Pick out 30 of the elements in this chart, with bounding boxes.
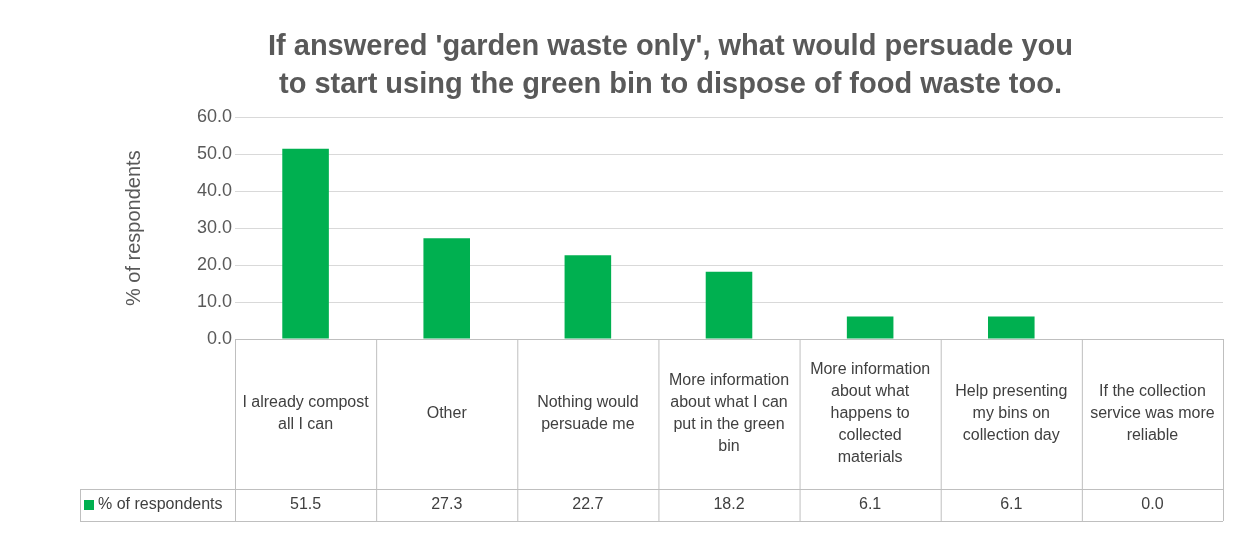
x-tick-label: More information about what I can put in the green bin — [668, 371, 790, 455]
data-label: 0.0 — [1141, 495, 1164, 513]
data-label: 6.1 — [859, 495, 882, 513]
data-label: 6.1 — [1000, 495, 1023, 513]
y-axis-title: % of respondents — [121, 150, 144, 307]
bar — [988, 316, 1035, 339]
legend-label: % of respondents — [98, 495, 223, 513]
y-tick-label: 60.0 — [196, 106, 232, 127]
bar — [423, 238, 470, 339]
x-tick-label: Other — [426, 404, 468, 422]
data-label: 51.5 — [290, 495, 322, 513]
chart-title: If answered 'garden waste only', what would persuade you to start using the green bin to dispose of food waste too. — [267, 28, 1074, 99]
data-label: 22.7 — [572, 495, 604, 513]
data-label: 27.3 — [431, 495, 463, 513]
x-tick-label: If the collection service was more reliable — [1090, 382, 1215, 444]
data-label: 18.2 — [713, 495, 745, 513]
bar — [705, 271, 753, 339]
y-tick-label: 30.0 — [196, 217, 232, 238]
y-tick-label: 40.0 — [196, 180, 232, 201]
y-tick-label: 0.0 — [206, 327, 232, 348]
bar — [564, 255, 612, 339]
x-tick-label: Help presenting my bins on collection day — [955, 382, 1068, 444]
x-tick-label: I already compost all I can — [242, 393, 370, 433]
y-tick-label: 10.0 — [196, 291, 232, 312]
x-tick-label: Nothing would persuade me — [537, 393, 639, 433]
y-tick-label: 50.0 — [196, 143, 232, 164]
y-tick-label: 20.0 — [196, 254, 232, 275]
bar — [282, 148, 329, 339]
bar — [846, 316, 894, 339]
x-tick-label: More information about what happens to collected materials — [810, 360, 931, 466]
